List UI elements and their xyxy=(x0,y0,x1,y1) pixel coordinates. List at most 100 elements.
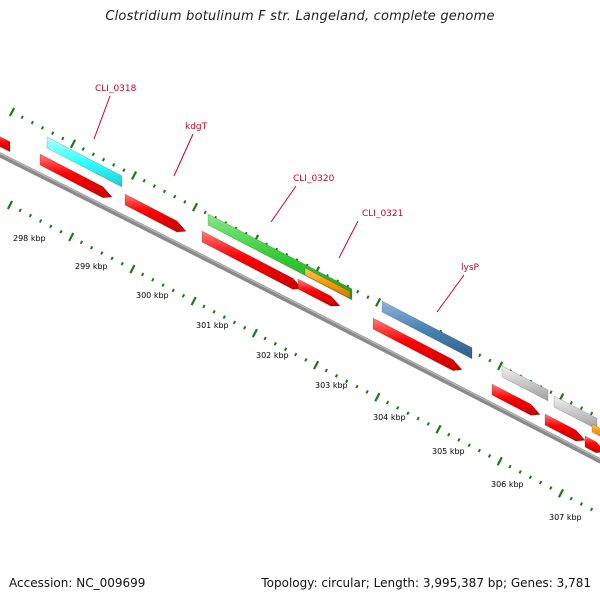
minor-tick xyxy=(141,272,145,277)
minor-tick xyxy=(447,432,451,437)
minor-tick xyxy=(152,184,156,188)
minor-tick xyxy=(91,152,95,157)
major-tick xyxy=(130,170,138,180)
minor-tick xyxy=(487,454,492,458)
gene-callouts: CLI_0318 kdgT CLI_0320 CLI_0321 lysP xyxy=(93,84,480,313)
minor-tick xyxy=(365,389,369,394)
cds-arrow xyxy=(201,230,303,290)
minor-tick xyxy=(122,168,126,173)
minor-tick xyxy=(589,507,594,512)
gene-feature-orange xyxy=(591,423,600,437)
major-tick xyxy=(6,200,14,210)
accession-text: Accession: NC_009699 xyxy=(9,576,146,590)
minor-tick xyxy=(232,320,237,325)
minor-tick xyxy=(294,352,298,357)
minor-tick xyxy=(356,289,360,294)
gene-feature-blue xyxy=(381,300,473,360)
major-tick xyxy=(68,232,75,242)
minor-tick xyxy=(51,131,55,136)
minor-tick xyxy=(273,341,277,346)
minor-tick xyxy=(183,200,187,204)
minor-tick xyxy=(49,224,53,229)
gene-label: CLI_0318 xyxy=(95,84,137,94)
minor-tick xyxy=(518,470,522,474)
cds-arrow xyxy=(491,383,541,416)
cds-feature-red xyxy=(0,136,11,153)
cds-arrow xyxy=(584,435,600,454)
major-tick xyxy=(129,264,136,274)
minor-tick xyxy=(579,406,584,411)
major-tick xyxy=(251,328,258,338)
cds-arrow xyxy=(297,278,341,307)
kbp-tick-labels: 298 kbp 299 kbp 300 kbp 301 kbp 302 kbp 303 k… xyxy=(13,234,582,522)
minor-tick xyxy=(345,379,349,384)
minor-tick xyxy=(81,147,85,151)
minor-tick xyxy=(243,325,247,330)
minor-tick xyxy=(488,358,492,363)
minor-tick xyxy=(416,416,420,421)
minor-tick xyxy=(549,486,553,490)
tick-label: 300 kbp xyxy=(136,291,169,300)
gene-label: CLI_0320 xyxy=(293,174,335,184)
minor-tick xyxy=(100,251,104,255)
gene-feature-gray xyxy=(501,365,549,402)
minor-tick xyxy=(79,240,84,245)
minor-tick xyxy=(467,443,471,448)
minor-tick xyxy=(162,189,167,194)
tick-label: 298 kbp xyxy=(13,234,46,243)
minor-tick xyxy=(334,373,339,378)
gene-features xyxy=(0,136,600,454)
minor-tick xyxy=(112,163,116,167)
minor-tick xyxy=(538,480,543,485)
tick-label: 305 kbp xyxy=(432,447,465,456)
major-tick xyxy=(8,107,16,117)
cds-arrow xyxy=(39,153,113,199)
minor-tick xyxy=(18,208,22,213)
minor-tick xyxy=(569,496,573,501)
gene-label: CLI_0321 xyxy=(362,209,403,219)
minor-tick xyxy=(304,357,308,362)
minor-tick xyxy=(101,157,106,162)
minor-tick xyxy=(477,448,481,453)
inner-tick-ring xyxy=(6,200,594,512)
genome-backbone-highlight xyxy=(0,152,600,460)
cds-arrow xyxy=(544,413,586,442)
major-tick xyxy=(374,392,381,402)
minor-tick xyxy=(203,210,207,215)
minor-tick xyxy=(549,390,553,395)
minor-tick xyxy=(40,125,45,130)
tick-label: 304 kbp xyxy=(373,413,406,422)
minor-tick xyxy=(385,400,390,405)
minor-tick xyxy=(263,336,267,341)
minor-tick xyxy=(478,353,482,358)
minor-tick xyxy=(508,464,512,469)
minor-tick xyxy=(30,120,34,125)
major-tick xyxy=(497,361,504,371)
minor-tick xyxy=(457,438,461,442)
minor-tick xyxy=(222,315,226,319)
major-tick xyxy=(313,360,320,370)
minor-tick xyxy=(110,256,114,261)
minor-tick xyxy=(142,178,146,183)
minor-tick xyxy=(406,411,410,416)
minor-tick xyxy=(161,283,165,287)
tick-label: 307 kbp xyxy=(549,513,582,522)
minor-tick xyxy=(283,347,288,352)
tick-label: 303 kbp xyxy=(315,381,348,390)
callout-line xyxy=(173,133,194,177)
cds-arrow xyxy=(372,317,463,371)
callout-line xyxy=(338,220,359,259)
cds-arrow xyxy=(124,193,187,233)
map-title: Clostridium botulinum F str. Langeland, … xyxy=(105,9,495,24)
tick-label: 299 kbp xyxy=(75,262,108,271)
minor-tick xyxy=(579,502,584,506)
gene-feature-cyan xyxy=(46,136,123,188)
tick-label: 306 kbp xyxy=(491,480,524,489)
minor-tick xyxy=(366,295,370,299)
minor-tick xyxy=(212,309,216,314)
tick-label: 301 kbp xyxy=(196,321,229,330)
minor-tick xyxy=(59,229,63,234)
major-tick xyxy=(191,202,199,212)
minor-tick xyxy=(569,400,573,405)
